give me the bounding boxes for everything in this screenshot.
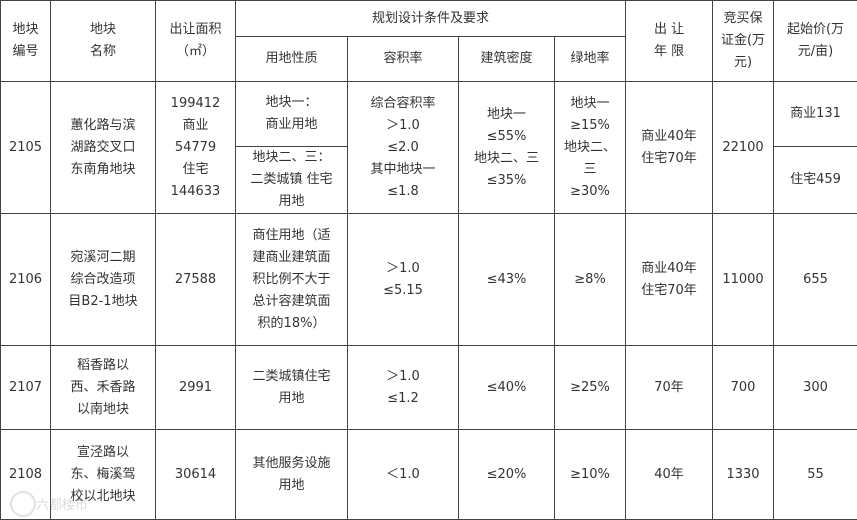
header-density: 建筑密度	[459, 37, 555, 82]
row-price: 300	[774, 346, 857, 430]
row-code: 2107	[1, 346, 51, 430]
row-far: ＞1.0 ≤1.2	[348, 346, 459, 430]
row-name: 稻香路以 西、禾香路 以南地块	[51, 346, 156, 430]
row-price: 55	[774, 430, 857, 520]
row-land-use-2: 地块二、三： 二类城镇 住宅 用地	[236, 147, 348, 214]
watermark-logo-icon	[10, 491, 36, 517]
row-land-use: 二类城镇住宅 用地	[236, 346, 348, 430]
table-row: 2105 蕙化路与滨 湖路交叉口 东南角地块 199412 商业 54779 住…	[1, 82, 857, 147]
row-area: 30614	[156, 430, 236, 520]
row-green: ≥8%	[555, 214, 626, 346]
header-name: 地块 名称	[51, 1, 156, 82]
row-code: 2106	[1, 214, 51, 346]
row-price: 655	[774, 214, 857, 346]
header-area: 出让面积 （㎡）	[156, 1, 236, 82]
row-land-use-1: 地块一： 商业用地	[236, 82, 348, 147]
row-term: 商业40年 住宅70年	[626, 82, 713, 214]
row-area: 2991	[156, 346, 236, 430]
row-name: 宛溪河二期 综合改造项 目B2-1地块	[51, 214, 156, 346]
header-code: 地块 编号	[1, 1, 51, 82]
row-deposit: 11000	[713, 214, 774, 346]
row-green: ≥10%	[555, 430, 626, 520]
header-start-price: 起始价(万 元/亩)	[774, 1, 857, 82]
row-far: ＜1.0	[348, 430, 459, 520]
row-term: 商业40年 住宅70年	[626, 214, 713, 346]
header-far: 容积率	[348, 37, 459, 82]
row-density: 地块一 ≤55% 地块二、三 ≤35%	[459, 82, 555, 214]
row-density: ≤20%	[459, 430, 555, 520]
row-name: 蕙化路与滨 湖路交叉口 东南角地块	[51, 82, 156, 214]
row-green: 地块一 ≥15% 地块二、 三 ≥30%	[555, 82, 626, 214]
row-term: 40年	[626, 430, 713, 520]
row-area: 27588	[156, 214, 236, 346]
table-row: 2107 稻香路以 西、禾香路 以南地块 2991 二类城镇住宅 用地 ＞1.0…	[1, 346, 857, 430]
row-deposit: 22100	[713, 82, 774, 214]
row-land-use: 其他服务设施 用地	[236, 430, 348, 520]
row-far: 综合容积率 ＞1.0 ≤2.0 其中地块一 ≤1.8	[348, 82, 459, 214]
row-price-1: 商业131	[774, 82, 857, 147]
row-area: 199412 商业 54779 住宅 144633	[156, 82, 236, 214]
row-code: 2105	[1, 82, 51, 214]
header-term: 出 让 年 限	[626, 1, 713, 82]
row-term: 70年	[626, 346, 713, 430]
row-density: ≤43%	[459, 214, 555, 346]
header-conditions: 规划设计条件及要求	[236, 1, 626, 37]
header-deposit: 竞买保 证金(万 元)	[713, 1, 774, 82]
row-deposit: 1330	[713, 430, 774, 520]
table-row: 2106 宛溪河二期 综合改造项 目B2-1地块 27588 商住用地（适 建商…	[1, 214, 857, 346]
watermark: 六都楼市	[6, 488, 136, 516]
row-density: ≤40%	[459, 346, 555, 430]
header-green: 绿地率	[555, 37, 626, 82]
row-price-2: 住宅459	[774, 147, 857, 214]
header-land-use: 用地性质	[236, 37, 348, 82]
watermark-text: 六都楼市	[36, 494, 88, 513]
row-green: ≥25%	[555, 346, 626, 430]
row-land-use: 商住用地（适 建商业建筑面 积比例不大于 总计容建筑面 积的18%）	[236, 214, 348, 346]
row-far: ＞1.0 ≤5.15	[348, 214, 459, 346]
row-deposit: 700	[713, 346, 774, 430]
